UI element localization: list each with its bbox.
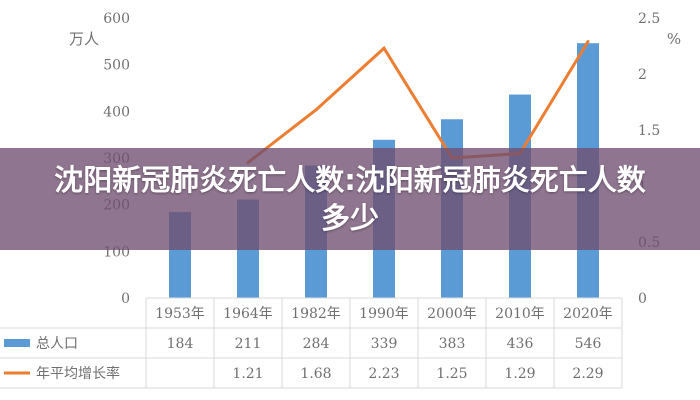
- population-value: 546: [575, 336, 602, 352]
- growth-value: 1.29: [504, 366, 535, 382]
- population-value: 436: [507, 336, 534, 352]
- category-label: 2020年: [563, 306, 613, 322]
- line-point-1: [314, 108, 318, 112]
- population-value: 211: [235, 336, 262, 352]
- growth-value: 1.68: [300, 366, 331, 382]
- line-point-2: [382, 46, 386, 50]
- left-tick-label: 500: [103, 58, 130, 74]
- left-tick-label: 600: [103, 11, 130, 27]
- title-banner: 沈阳新冠肺炎死亡人数:沈阳新冠肺炎死亡人数多少: [0, 148, 700, 250]
- right-axis-unit: %: [667, 30, 681, 48]
- population-value: 383: [439, 336, 466, 352]
- population-value: 284: [303, 336, 330, 352]
- growth-value: 2.29: [572, 366, 603, 382]
- growth-value: 1.25: [436, 366, 467, 382]
- category-label: 2010年: [495, 306, 545, 322]
- right-tick-label: 1.5: [638, 123, 660, 139]
- left-tick-label: 0: [121, 291, 130, 307]
- growth-value: 1.21: [232, 366, 263, 382]
- legend-swatch-population: [4, 339, 30, 347]
- category-label: 1990年: [359, 306, 409, 322]
- category-label: 1953年: [155, 306, 205, 322]
- category-label: 2000年: [427, 306, 477, 322]
- category-label: 1982年: [291, 306, 341, 322]
- population-value: 184: [167, 336, 194, 352]
- legend-label-population: 总人口: [36, 336, 78, 352]
- legend-label-growth: 年平均增长率: [36, 365, 120, 382]
- line-point-5: [586, 40, 590, 44]
- growth-rate-line: [247, 40, 590, 164]
- right-tick-label: 2.5: [638, 11, 660, 27]
- right-tick-label: 2: [638, 67, 647, 83]
- line-series: [246, 40, 590, 164]
- growth-value: 2.23: [368, 366, 399, 382]
- category-label: 1964年: [223, 306, 273, 322]
- left-axis-unit: 万人: [69, 30, 99, 48]
- right-tick-label: 0: [638, 291, 647, 307]
- left-tick-label: 400: [103, 104, 130, 120]
- population-value: 339: [371, 336, 398, 352]
- banner-title: 沈阳新冠肺炎死亡人数:沈阳新冠肺炎死亡人数多少: [54, 163, 646, 235]
